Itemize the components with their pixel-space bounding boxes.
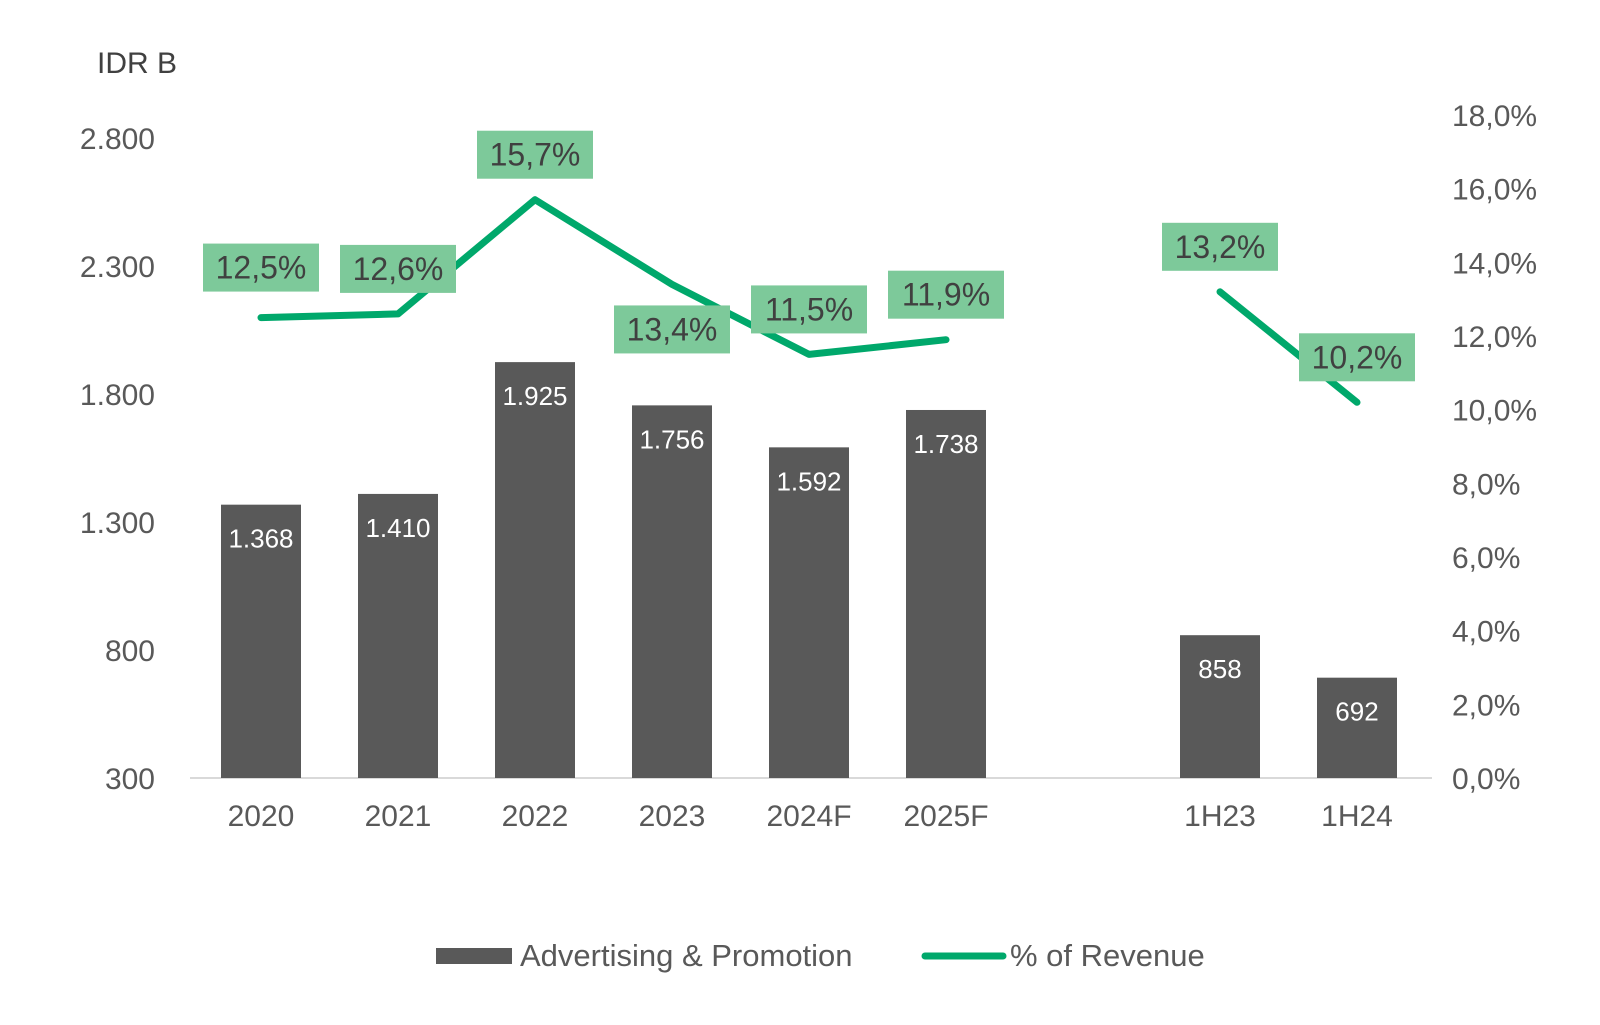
percent-value-label: 15,7% <box>490 137 581 173</box>
right-axis-ticks: 0,0% 2,0% 4,0% 6,0% 8,0% 10,0% 12,0% 14,0% 16,0%… <box>1452 100 1537 796</box>
bar-value-label: 1.368 <box>228 524 293 554</box>
bar <box>1317 677 1397 778</box>
legend-label-bar: Advertising & Promotion <box>520 938 853 973</box>
percent-value-label: 13,4% <box>627 311 718 347</box>
bar <box>495 362 575 778</box>
right-axis-tick-label: 18,0% <box>1452 100 1537 133</box>
percent-value-label: 10,2% <box>1312 339 1403 375</box>
line-series: 12,5% 12,6% 15,7% 13,4% 11,5% 11,9% 13,2% 10,2% <box>203 130 1415 406</box>
percent-label-box <box>477 130 593 179</box>
right-axis-tick-label: 8,0% <box>1452 468 1520 501</box>
bar-value-label: 1.925 <box>502 381 567 411</box>
bar <box>1180 635 1260 778</box>
bar <box>769 447 849 778</box>
y-axis-unit-label: IDR B <box>97 47 177 80</box>
x-axis-tick-label: 2022 <box>502 800 569 833</box>
percent-label-box <box>1162 222 1278 271</box>
bar-value-label: 858 <box>1198 654 1241 684</box>
percent-value-label: 12,5% <box>216 250 307 286</box>
x-axis-tick-label: 2024F <box>766 800 851 833</box>
x-axis-tick-label: 2023 <box>639 800 706 833</box>
bar <box>358 493 438 778</box>
bar-value-label: 1.410 <box>365 513 430 543</box>
left-axis-tick-label: 2.300 <box>80 251 155 284</box>
left-axis-tick-label: 300 <box>105 763 155 796</box>
x-axis-tick-label: 2020 <box>228 800 295 833</box>
percent-label-box <box>1299 333 1415 382</box>
bar-value-label: 1.592 <box>776 466 841 496</box>
bar-value-label: 1.738 <box>913 429 978 459</box>
left-axis-tick-label: 2.800 <box>80 123 155 156</box>
left-axis-tick-label: 800 <box>105 635 155 668</box>
right-axis-tick-label: 12,0% <box>1452 321 1537 354</box>
percent-value-label: 11,9% <box>902 277 990 313</box>
left-axis-tick-label: 1.300 <box>80 507 155 540</box>
bar <box>632 405 712 778</box>
x-axis-tick-label: 1H24 <box>1321 800 1393 833</box>
legend-label-line: % of Revenue <box>1010 938 1205 973</box>
left-axis-tick-label: 1.800 <box>80 379 155 412</box>
x-axis-tick-label: 2025F <box>903 800 988 833</box>
percent-label-box <box>614 305 730 354</box>
right-axis-tick-label: 16,0% <box>1452 174 1537 207</box>
right-axis-tick-label: 4,0% <box>1452 616 1520 649</box>
revenue-share-line <box>257 196 950 358</box>
bar <box>221 504 301 778</box>
revenue-share-line <box>1216 288 1361 406</box>
right-axis-tick-label: 2,0% <box>1452 689 1520 722</box>
left-axis-ticks: 300 800 1.300 1.800 2.300 2.800 <box>80 123 155 796</box>
bar-value-label: 692 <box>1335 697 1378 727</box>
right-axis-tick-label: 0,0% <box>1452 763 1520 796</box>
right-axis-tick-label: 10,0% <box>1452 395 1537 428</box>
x-axis-tick-label: 1H23 <box>1184 800 1256 833</box>
percent-label-box <box>751 285 867 334</box>
percent-label-box <box>888 270 1004 319</box>
legend-swatch-bar <box>436 948 512 964</box>
percent-label-box <box>203 243 319 292</box>
right-axis-tick-label: 14,0% <box>1452 247 1537 280</box>
x-axis-labels: 2020 2021 2022 2023 2024F 2025F 1H23 1H24 <box>228 800 1393 833</box>
right-axis-tick-label: 6,0% <box>1452 542 1520 575</box>
bar-value-label: 1.756 <box>639 424 704 454</box>
percent-value-label: 13,2% <box>1175 229 1266 265</box>
bar <box>906 409 986 778</box>
x-axis-tick-label: 2021 <box>365 800 432 833</box>
percent-label-box <box>340 244 456 293</box>
percent-value-label: 11,5% <box>765 291 853 327</box>
percent-value-label: 12,6% <box>353 251 444 287</box>
legend: Advertising & Promotion % of Revenue <box>436 938 1205 973</box>
bar-series: 1.368 1.410 1.925 1.756 1.592 1.738 858 692 <box>221 362 1397 778</box>
